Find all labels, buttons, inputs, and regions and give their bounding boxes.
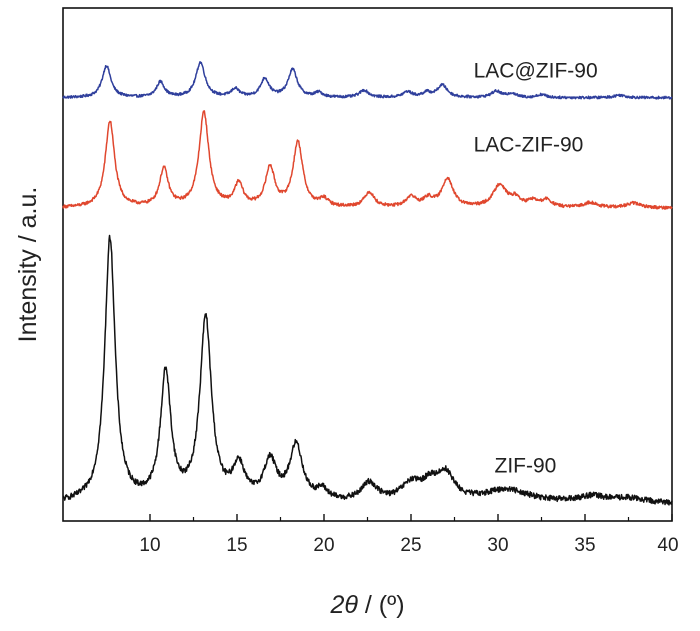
plot-area: LAC@ZIF-90 LAC-ZIF-90 ZIF-90 10 15 20 25 30 35 4… [62, 7, 679, 556]
x-tick-label: 15 [226, 535, 247, 556]
x-tick-label: 35 [574, 535, 595, 556]
x-axis-label-unit: / (º) [358, 591, 405, 619]
x-axis-label-symbol: 2θ [329, 591, 358, 619]
series-line-lac-zif-90 [62, 110, 673, 210]
x-tick-label: 30 [487, 535, 508, 556]
series-label: ZIF-90 [495, 454, 557, 477]
x-tick-label: 20 [313, 535, 334, 556]
x-axis-label: 2θ / (º) [329, 591, 404, 619]
series-label: LAC@ZIF-90 [474, 59, 598, 82]
series-label: LAC-ZIF-90 [474, 134, 584, 157]
series-layer: LAC@ZIF-90 LAC-ZIF-90 ZIF-90 [62, 59, 673, 506]
x-tick-label: 40 [657, 535, 678, 556]
series-line-lac-zif-90 [62, 61, 673, 100]
y-axis-label: Intensity / a.u. [14, 187, 42, 343]
x-axis-ticks: 10 15 20 25 30 35 40 [139, 514, 679, 556]
x-tick-label: 10 [139, 535, 160, 556]
series-line-zif-90 [62, 234, 673, 506]
plot-frame [62, 7, 673, 522]
x-tick-label: 25 [400, 535, 421, 556]
